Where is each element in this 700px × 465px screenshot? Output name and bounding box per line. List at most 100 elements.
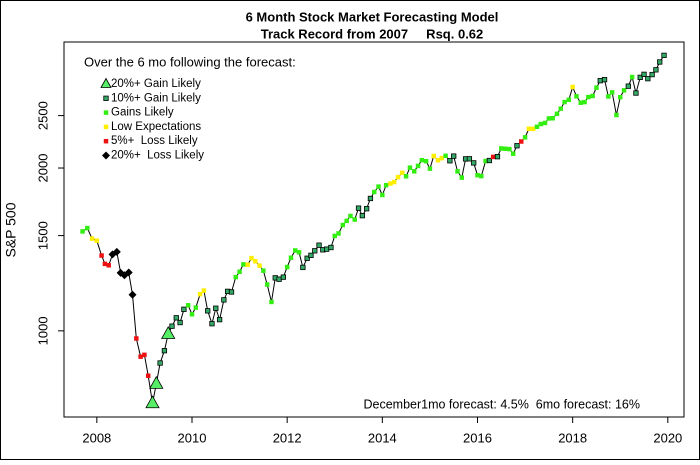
- signal-point: [249, 255, 254, 261]
- signal-point: [324, 246, 330, 252]
- signal-point: [447, 158, 453, 164]
- signal-point: [411, 169, 417, 174]
- x-tick-label: 2008: [82, 430, 111, 445]
- signal-point: [209, 321, 215, 327]
- signal-point: [161, 325, 176, 339]
- signal-point: [316, 242, 322, 248]
- signal-point: [348, 213, 353, 219]
- chart-title: 6 Month Stock Market Forecasting Model: [246, 9, 499, 24]
- signal-point: [586, 94, 591, 100]
- signal-point: [89, 236, 95, 241]
- legend-key: [103, 124, 109, 130]
- signal-point: [173, 315, 179, 321]
- signal-point: [237, 269, 242, 275]
- signal-point: [161, 348, 168, 354]
- signal-point: [276, 276, 282, 282]
- signal-point: [288, 255, 294, 261]
- y-tick-label: 2000: [35, 154, 50, 183]
- x-tick-label: 2010: [178, 430, 207, 445]
- signal-point: [177, 319, 183, 326]
- y-tick-label: 2500: [35, 101, 50, 130]
- signal-point: [455, 169, 460, 174]
- signal-point: [205, 308, 211, 314]
- signal-point: [657, 59, 663, 65]
- legend-label: 20%+ Gain Likely: [111, 78, 201, 90]
- signal-point: [601, 76, 608, 83]
- signal-point: [507, 146, 512, 152]
- signal-point: [233, 274, 239, 280]
- signal-point: [293, 248, 298, 253]
- signal-point: [566, 97, 572, 103]
- signal-point: [344, 218, 349, 224]
- signal-point: [216, 316, 223, 323]
- signal-point: [363, 206, 370, 212]
- signal-point: [221, 297, 227, 303]
- signal-point: [340, 222, 346, 228]
- signal-point: [124, 268, 133, 277]
- signal-point: [625, 83, 631, 89]
- signal-point: [99, 253, 104, 258]
- x-tick-label: 2018: [558, 430, 587, 445]
- y-axis-label: S&P 500: [3, 202, 19, 257]
- signal-point: [261, 268, 266, 273]
- signal-point: [538, 121, 544, 127]
- y-tick-label: 1000: [35, 316, 50, 345]
- signal-point: [621, 88, 627, 93]
- signal-point: [185, 303, 191, 308]
- signal-point: [213, 305, 219, 311]
- signal-point: [145, 395, 160, 409]
- signal-point: [300, 264, 306, 271]
- signal-point: [312, 248, 318, 254]
- signal-point: [400, 170, 405, 176]
- signal-point: [201, 288, 207, 293]
- signal-point: [245, 262, 250, 267]
- legend-label: Low Expectations: [111, 121, 201, 133]
- signal-point: [499, 146, 504, 151]
- signal-point: [253, 258, 258, 264]
- plot-box: [63, 41, 685, 418]
- signal-point: [80, 229, 85, 234]
- annotation: December1mo forecast: 4.5% 6mo forecast:…: [363, 397, 640, 411]
- signal-point: [241, 262, 246, 267]
- signal-point: [380, 192, 385, 198]
- signal-point: [181, 306, 187, 312]
- signal-point: [558, 106, 564, 111]
- signal-point: [451, 153, 457, 159]
- signal-point: [228, 289, 235, 295]
- legend-key: [100, 77, 112, 88]
- signal-point: [578, 100, 583, 105]
- signal-point: [633, 90, 639, 96]
- x-tick-label: 2016: [463, 430, 492, 445]
- signal-point: [486, 157, 493, 164]
- signal-point: [546, 116, 552, 121]
- signal-point: [383, 182, 389, 188]
- signal-point: [328, 244, 334, 251]
- legend-label: 5%+ Loss Likely: [111, 135, 198, 147]
- signal-point: [653, 67, 659, 73]
- signal-point: [85, 225, 90, 231]
- signal-point: [594, 85, 599, 90]
- signal-point: [419, 157, 425, 163]
- signal-point: [522, 135, 528, 140]
- signal-point: [407, 165, 413, 170]
- signal-point: [502, 146, 508, 151]
- signal-point: [574, 94, 579, 99]
- signal-point: [510, 151, 516, 156]
- signal-point: [280, 274, 286, 280]
- signal-point: [479, 173, 484, 179]
- signal-point: [483, 158, 488, 164]
- signal-point: [145, 373, 151, 378]
- signal-point: [514, 143, 520, 149]
- signal-point: [415, 163, 421, 169]
- x-tick-label: 2012: [273, 430, 302, 445]
- signal-point: [391, 179, 397, 185]
- signal-point: [395, 174, 401, 180]
- signal-point: [102, 261, 108, 267]
- signal-point: [530, 126, 536, 132]
- signal-point: [494, 154, 501, 160]
- signal-point: [138, 354, 143, 359]
- signal-point: [423, 158, 429, 164]
- signal-point: [582, 99, 587, 105]
- signal-point: [427, 166, 433, 171]
